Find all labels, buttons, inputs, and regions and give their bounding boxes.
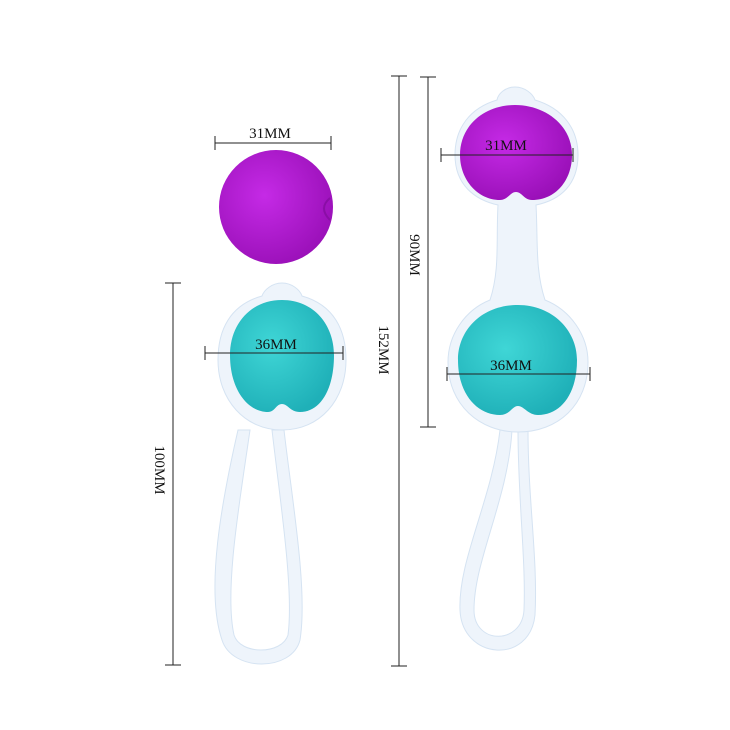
- label-31mm-left: 31MM: [249, 126, 291, 142]
- dim-right-bottom-ball-36: 36MM: [446, 358, 591, 381]
- dim-right-length-90: 90MM: [406, 76, 436, 428]
- dim-left-ball-36: 36MM: [204, 337, 344, 360]
- label-90mm: 90MM: [406, 234, 422, 276]
- dim-right-length-152: 152MM: [375, 75, 407, 667]
- label-152mm: 152MM: [375, 325, 391, 374]
- double-balls-with-loop: [447, 86, 589, 651]
- dim-left-loose-ball-31: 31MM: [214, 126, 332, 150]
- dim-right-top-ball-31: 31MM: [440, 138, 574, 162]
- label-36mm-right: 36MM: [490, 358, 532, 374]
- single-ball-with-loop: [214, 282, 347, 665]
- dim-left-length-100: 100MM: [151, 282, 181, 666]
- label-100mm: 100MM: [151, 445, 167, 494]
- label-36mm-left: 36MM: [255, 337, 297, 353]
- loose-purple-ball: [219, 150, 333, 264]
- label-31mm-right: 31MM: [485, 138, 527, 154]
